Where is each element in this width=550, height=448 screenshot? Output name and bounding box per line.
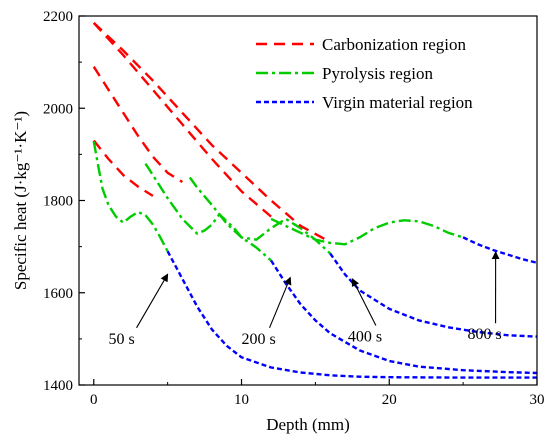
ticks-layer: 0 10 20 30 1400 1600 1800 2000 2200 — [43, 9, 545, 408]
x-tick-label: 20 — [382, 392, 397, 408]
curves-layer — [92, 22, 538, 379]
series-line-carbonization-400s — [92, 22, 272, 218]
y-tick-label: 1400 — [43, 378, 73, 394]
y-axis-title: Specific heat (J·kg⁻¹·K⁻¹) — [11, 111, 30, 290]
series-line-virgin-400s — [329, 252, 538, 338]
series-line-carbonization-800s — [92, 22, 331, 244]
y-tick-label: 1800 — [43, 194, 73, 210]
annotations-layer: 50 s 200 s 400 s 800 s — [109, 251, 502, 348]
x-tick-label: 30 — [530, 392, 545, 408]
annotation-arrow-400s — [351, 278, 377, 326]
annotation-arrow-200s — [269, 276, 292, 329]
series-line-pyrolysis-50s — [92, 141, 169, 252]
series-line-carbonization-50s — [92, 139, 154, 197]
annotation-label-50s: 50 s — [109, 331, 135, 348]
legend: Carbonization region Pyrolysis region Virg… — [256, 35, 473, 112]
annotation-label-200s: 200 s — [242, 331, 276, 348]
series-line-pyrolysis-200s — [144, 162, 272, 262]
annotation-label-800s: 800 s — [468, 326, 502, 343]
legend-label-pyrolysis: Pyrolysis region — [322, 64, 433, 83]
series-line-virgin-50s — [166, 250, 537, 379]
x-axis-title: Depth (mm) — [266, 415, 350, 434]
y-tick-label: 2000 — [43, 101, 73, 117]
series-line-pyrolysis-400s — [188, 176, 332, 255]
annotation-label-400s: 400 s — [348, 329, 382, 346]
series-line-pyrolysis-800s — [270, 217, 464, 246]
x-tick-label: 10 — [234, 392, 249, 408]
y-tick-label: 2200 — [43, 9, 73, 25]
annotation-arrow-50s — [136, 273, 169, 329]
y-tick-label: 1600 — [43, 286, 73, 302]
series-line-virgin-800s — [462, 236, 538, 264]
series-line-virgin-200s — [270, 259, 538, 375]
legend-label-virgin: Virgin material region — [322, 93, 473, 112]
series-line-carbonization-200s — [92, 66, 184, 184]
x-tick-label: 0 — [90, 392, 98, 408]
legend-label-carbonization: Carbonization region — [322, 35, 466, 54]
